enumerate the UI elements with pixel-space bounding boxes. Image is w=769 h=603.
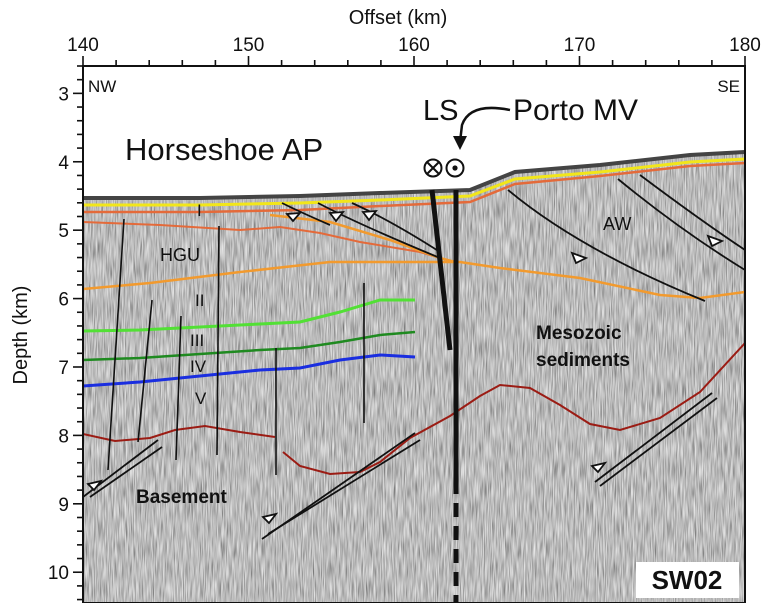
green-horizon-ii xyxy=(83,298,415,333)
ls-fault xyxy=(429,189,459,603)
motion-toward-icon xyxy=(445,158,465,178)
thrust-fault xyxy=(281,202,331,226)
basement-horizon-right xyxy=(282,342,745,476)
fault-line xyxy=(107,218,125,471)
ls-fault-branch-left xyxy=(429,189,453,351)
y-tick-label: 10 xyxy=(48,563,69,584)
thrust-fault xyxy=(89,446,163,498)
thrust-fault xyxy=(351,202,441,253)
x-tick-label: 140 xyxy=(67,35,99,56)
seismic-plot-area xyxy=(83,66,745,603)
thrust-arrow-icon xyxy=(86,479,104,492)
unit-iv-label: IV xyxy=(190,357,207,376)
unit-i-label: I xyxy=(197,201,202,220)
y-tick-label: 8 xyxy=(58,426,69,447)
arrowhead-icon xyxy=(453,136,467,150)
orientation-nw-label: NW xyxy=(88,77,116,96)
thrust-fault xyxy=(317,202,441,259)
y-tick-label: 5 xyxy=(58,221,69,242)
thrust-faults-lower xyxy=(83,392,718,540)
aw-label: AW xyxy=(603,214,631,234)
y-axis-title: Depth (km) xyxy=(10,286,32,385)
thrust-fault xyxy=(267,439,421,535)
unit-v-label: V xyxy=(195,389,207,408)
porto-mv-label: Porto MV xyxy=(513,94,638,127)
thrust-arrow-icon xyxy=(570,251,589,265)
x-tick-label: 150 xyxy=(233,35,265,56)
fault-line xyxy=(137,299,153,443)
hgu-label: HGU xyxy=(160,245,200,265)
fault-line xyxy=(175,315,182,461)
basement-label: Basement xyxy=(136,487,227,508)
red-horizon-shallow xyxy=(83,161,745,214)
y-tick-label: 9 xyxy=(58,495,69,516)
thrust-fault xyxy=(594,392,713,483)
mesozoic-label: Mesozoic xyxy=(536,323,622,344)
thrust-faults-right xyxy=(507,174,745,302)
x-tick-label: 180 xyxy=(729,35,761,56)
thrust-fault xyxy=(599,397,718,487)
ls-label: LS xyxy=(423,95,458,127)
profile-label-box xyxy=(636,562,739,598)
unit-ii-label: II xyxy=(195,291,204,310)
fault-line xyxy=(216,225,220,456)
sediments-label: sediments xyxy=(536,350,630,371)
orientation-se-label: SE xyxy=(717,77,740,96)
thrust-arrow-icon xyxy=(261,512,279,525)
thrust-fault xyxy=(617,178,745,271)
basement-horizon-left xyxy=(83,424,276,443)
thrust-arrow-icon xyxy=(361,209,378,222)
porto-mv-arrow xyxy=(458,106,511,143)
thrust-fault-aw xyxy=(507,189,706,302)
motion-away-icon xyxy=(423,158,443,178)
x-tick-label: 160 xyxy=(398,35,430,56)
yellow-horizon xyxy=(83,157,745,207)
unit-iii-label: III xyxy=(190,331,204,350)
y-tick-label: 3 xyxy=(58,84,69,105)
y-tick-label: 4 xyxy=(58,153,69,174)
thrust-fault xyxy=(639,174,745,251)
profile-label: SW02 xyxy=(652,565,723,595)
thrust-arrow-icon xyxy=(328,210,345,223)
thrust-faults-upper xyxy=(281,202,441,259)
blue-horizon-iv xyxy=(83,353,416,388)
horseshoe-ap-label: Horseshoe AP xyxy=(125,132,323,167)
y-tick-label: 6 xyxy=(58,290,69,311)
y-tick-label: 7 xyxy=(58,358,69,379)
thrust-arrow-icon xyxy=(706,234,725,248)
green-horizon-iii xyxy=(83,330,416,362)
x-axis-title: Offset (km) xyxy=(349,7,448,29)
seafloor-reflector xyxy=(83,150,745,200)
y-axis-ticks: 3 4 5 6 7 8 9 10 xyxy=(48,65,83,601)
orange-horizon-lower xyxy=(83,260,745,300)
red-horizon-hgu-top xyxy=(83,221,441,259)
minor-faults xyxy=(107,218,365,475)
orange-horizon-upper xyxy=(269,213,456,264)
thrust-arrow-icon xyxy=(590,461,608,474)
x-axis-ticks: 140 150 160 170 180 xyxy=(67,35,761,66)
x-tick-label: 170 xyxy=(564,35,596,56)
thrust-arrow-icon xyxy=(285,211,303,223)
